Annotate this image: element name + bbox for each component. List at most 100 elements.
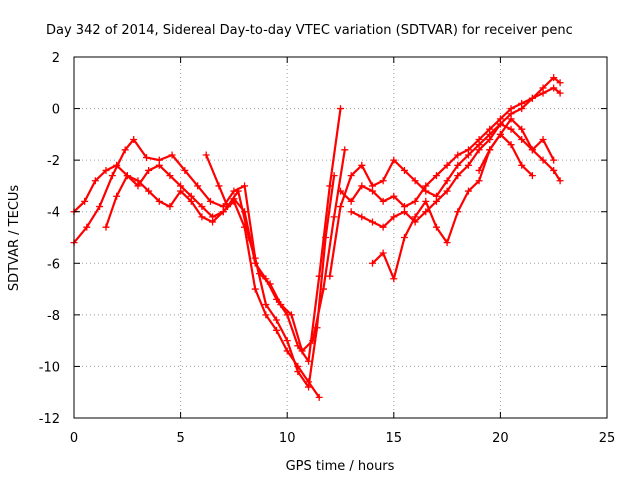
- data-point: [400, 166, 408, 174]
- data-point: [422, 182, 430, 190]
- data-point: [251, 285, 259, 293]
- data-point: [234, 187, 242, 195]
- y-axis-title: SDTVAR / TECUs: [7, 185, 22, 292]
- data-point: [379, 197, 387, 205]
- data-point: [528, 172, 536, 180]
- data-point: [411, 197, 419, 205]
- y-tick-label: 0: [52, 103, 60, 118]
- data-point: [486, 146, 494, 154]
- data-point: [273, 316, 281, 324]
- data-point: [142, 154, 150, 162]
- data-point: [198, 213, 206, 221]
- data-point: [287, 311, 295, 319]
- data-point: [390, 275, 398, 283]
- data-point: [518, 161, 526, 169]
- x-tick-label: 0: [70, 431, 78, 446]
- data-point: [507, 105, 515, 113]
- data-point: [102, 166, 110, 174]
- data-point: [464, 187, 472, 195]
- data-point: [539, 156, 547, 164]
- data-point: [528, 146, 536, 154]
- series-line: [478, 117, 555, 172]
- data-point: [309, 337, 317, 345]
- y-tick-label: -6: [47, 257, 60, 272]
- data-point: [181, 166, 189, 174]
- data-point: [262, 311, 270, 319]
- y-tick-label: -10: [39, 360, 60, 375]
- y-tick-label: 2: [52, 51, 60, 66]
- plot-frame: [73, 56, 608, 419]
- data-point: [518, 125, 526, 133]
- data-point: [422, 208, 430, 216]
- data-point: [330, 213, 338, 221]
- data-point: [528, 94, 536, 102]
- data-point: [400, 234, 408, 241]
- data-point: [475, 166, 483, 174]
- data-point: [294, 362, 302, 370]
- x-tick-label: 5: [176, 431, 184, 446]
- data-point: [81, 197, 89, 205]
- series-line: [104, 174, 321, 399]
- data-point: [283, 337, 291, 345]
- data-point: [337, 187, 344, 195]
- data-point: [298, 347, 306, 355]
- series-satellite-track-4: [202, 146, 349, 355]
- x-axis-title: GPS time / hours: [286, 459, 395, 474]
- data-point: [379, 223, 387, 231]
- data-point: [464, 161, 472, 169]
- data-point: [215, 182, 223, 190]
- data-point: [166, 172, 174, 180]
- data-point: [475, 177, 483, 185]
- data-point: [556, 89, 564, 97]
- data-point: [145, 187, 153, 195]
- data-point: [475, 136, 483, 144]
- data-point: [337, 105, 344, 113]
- series-line: [371, 133, 534, 280]
- x-tick-label: 15: [386, 431, 403, 446]
- data-point: [347, 197, 355, 205]
- data-point: [326, 272, 334, 280]
- data-point: [134, 177, 142, 185]
- data-point: [155, 156, 163, 164]
- data-point: [390, 192, 398, 200]
- data-point: [411, 213, 419, 221]
- data-point: [496, 130, 504, 138]
- data-point: [368, 218, 376, 226]
- data-point: [507, 141, 515, 149]
- data-point: [168, 151, 176, 159]
- data-point: [273, 326, 281, 334]
- data-point: [507, 125, 515, 133]
- data-point: [206, 197, 214, 205]
- series-line: [328, 76, 562, 278]
- chart-title: Day 342 of 2014, Sidereal Day-to-day VTE…: [46, 23, 573, 38]
- data-point: [330, 172, 338, 180]
- data-point: [556, 177, 564, 185]
- data-point: [96, 203, 104, 211]
- data-point: [155, 197, 163, 205]
- data-point: [518, 136, 526, 144]
- data-point: [198, 203, 206, 211]
- x-tick-label: 10: [279, 431, 296, 446]
- data-point: [496, 120, 504, 128]
- data-point: [550, 74, 558, 82]
- x-axis-ticks: 0 5 10 15 20 25: [70, 57, 615, 446]
- data-point: [454, 172, 462, 180]
- data-point: [358, 161, 366, 169]
- data-point: [518, 99, 526, 107]
- series-line: [205, 148, 346, 353]
- data-point: [368, 187, 376, 195]
- data-point: [358, 182, 366, 190]
- data-point: [539, 89, 547, 97]
- data-point: [556, 79, 564, 87]
- data-point: [266, 280, 274, 288]
- data-point: [443, 187, 451, 195]
- data-point: [219, 208, 227, 216]
- data-point: [305, 357, 313, 365]
- series-satellite-track-5: [326, 74, 564, 280]
- data-point: [337, 203, 344, 211]
- data-point: [245, 234, 253, 241]
- x-tick-label: 25: [599, 431, 616, 446]
- data-point: [262, 301, 270, 309]
- series-satellite-track-9: [475, 115, 558, 174]
- data-point: [202, 151, 210, 159]
